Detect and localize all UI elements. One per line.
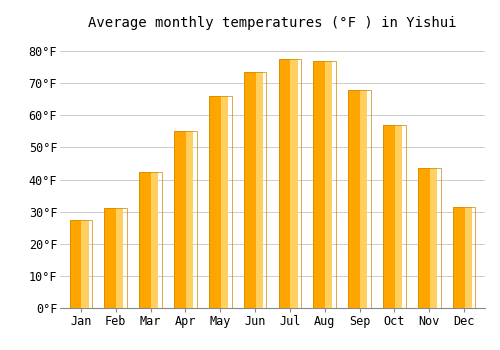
Bar: [418, 168, 440, 308]
Bar: [209, 96, 232, 308]
Bar: [430, 168, 437, 308]
Bar: [348, 90, 364, 308]
Bar: [174, 131, 190, 308]
Bar: [314, 61, 330, 308]
Bar: [104, 209, 120, 308]
Bar: [395, 125, 402, 308]
Bar: [174, 131, 197, 308]
Bar: [348, 90, 371, 308]
Bar: [383, 125, 399, 308]
Bar: [82, 220, 88, 308]
Bar: [453, 207, 468, 308]
Bar: [278, 59, 301, 308]
Bar: [278, 59, 294, 308]
Bar: [140, 172, 155, 308]
Bar: [290, 59, 298, 308]
Bar: [186, 131, 193, 308]
Bar: [209, 96, 225, 308]
Bar: [151, 172, 158, 308]
Bar: [104, 209, 127, 308]
Bar: [383, 125, 406, 308]
Bar: [70, 220, 86, 308]
Bar: [244, 72, 260, 308]
Title: Average monthly temperatures (°F ) in Yishui: Average monthly temperatures (°F ) in Yi…: [88, 16, 457, 30]
Bar: [464, 207, 472, 308]
Bar: [418, 168, 434, 308]
Bar: [116, 209, 124, 308]
Bar: [325, 61, 332, 308]
Bar: [360, 90, 368, 308]
Bar: [70, 220, 92, 308]
Bar: [244, 72, 266, 308]
Bar: [256, 72, 263, 308]
Bar: [453, 207, 475, 308]
Bar: [314, 61, 336, 308]
Bar: [220, 96, 228, 308]
Bar: [140, 172, 162, 308]
